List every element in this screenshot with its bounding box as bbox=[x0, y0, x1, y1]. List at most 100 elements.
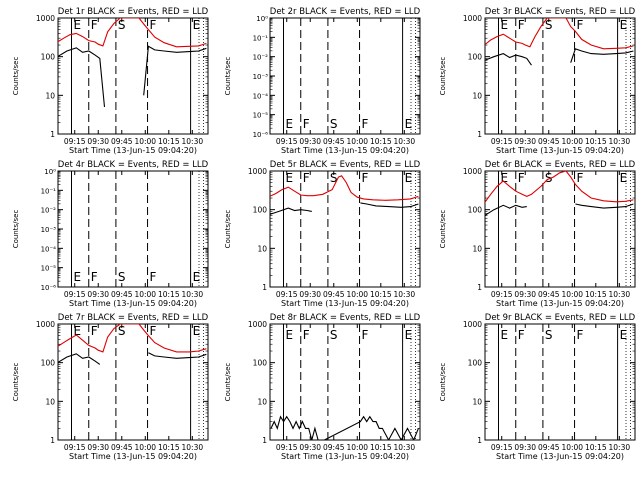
y-axis-label: Counts/sec bbox=[12, 363, 20, 402]
x-tick-label: 09:45 bbox=[111, 137, 133, 146]
y-axis-label: Counts/sec bbox=[439, 363, 447, 402]
segment-marker-label: E bbox=[193, 18, 201, 32]
x-tick-label: 09:15 bbox=[64, 290, 86, 299]
x-tick-label: 10:15 bbox=[370, 137, 392, 146]
y-tick-label: 10 bbox=[472, 397, 482, 406]
x-tick-label: 10:15 bbox=[370, 443, 392, 452]
panel-title: Det 8r BLACK = Events, RED = LLD bbox=[270, 313, 421, 323]
series-line-events bbox=[270, 202, 419, 215]
series-line-events bbox=[58, 352, 207, 365]
plot-frame bbox=[269, 170, 421, 288]
x-tick-label: 10:15 bbox=[158, 443, 180, 452]
panel-title: Det 3r BLACK = Events, RED = LLD bbox=[485, 7, 636, 17]
x-axis-label: Start Time (13-Jun-15 09:04:20) bbox=[69, 146, 197, 155]
x-tick-label: 09:30 bbox=[514, 443, 536, 452]
panel-title: Det 6r BLACK = Events, RED = LLD bbox=[485, 160, 636, 170]
y-tick-label: 10⁻³ bbox=[253, 73, 269, 81]
panel-title: Det 1r BLACK = Events, RED = LLD bbox=[58, 7, 209, 17]
x-tick-label: 10:15 bbox=[158, 137, 180, 146]
segment-marker-label: E bbox=[405, 171, 413, 185]
x-tick-label: 09:30 bbox=[299, 443, 321, 452]
y-tick-label: 100 bbox=[41, 53, 56, 62]
series-line-lld bbox=[485, 171, 634, 204]
y-tick-label: 10⁻⁶ bbox=[41, 284, 57, 292]
x-tick-label: 09:15 bbox=[491, 137, 513, 146]
panel-det-6: Det 6r BLACK = Events, RED = LLD 1 10 100 10… bbox=[439, 160, 636, 308]
x-tick-label: 09:45 bbox=[538, 443, 560, 452]
segment-marker-label: F bbox=[362, 171, 369, 185]
y-tick-label: 1000 bbox=[463, 320, 482, 329]
y-tick-label: 100 bbox=[468, 53, 483, 62]
y-tick-label: 1000 bbox=[463, 14, 482, 23]
x-tick-label: 10:15 bbox=[158, 290, 180, 299]
x-tick-label: 09:15 bbox=[491, 443, 513, 452]
segment-marker-label: S bbox=[545, 171, 553, 185]
y-axis-label: Counts/sec bbox=[224, 57, 232, 96]
panel-det-8: Det 8r BLACK = Events, RED = LLD 1 10 100 10… bbox=[224, 313, 421, 461]
y-tick-label: 100 bbox=[468, 359, 483, 368]
y-tick-label: 10 bbox=[45, 91, 55, 100]
y-tick-label: 10⁻³ bbox=[41, 226, 57, 234]
panel-det-2: Det 2r BLACK = Events, RED = LLD 10⁻⁶ 10⁻⁵… bbox=[224, 7, 421, 155]
series-line-lld bbox=[58, 324, 207, 353]
x-tick-label: 10:00 bbox=[134, 290, 156, 299]
y-axis-label: Counts/sec bbox=[439, 57, 447, 96]
panel-det-5: Det 5r BLACK = Events, RED = LLD 1 10 100 10… bbox=[224, 160, 421, 308]
segment-marker-label: F bbox=[577, 171, 584, 185]
panel-det-7: Det 7r BLACK = Events, RED = LLD 1 10 100 10… bbox=[12, 313, 209, 461]
segment-marker-label: S bbox=[330, 117, 338, 131]
segment-marker-label: F bbox=[577, 18, 584, 32]
x-tick-label: 10:30 bbox=[609, 137, 631, 146]
y-tick-label: 10⁻⁶ bbox=[253, 131, 269, 139]
x-tick-label: 09:45 bbox=[323, 137, 345, 146]
segment-marker-label: E bbox=[405, 117, 413, 131]
y-tick-label: 10⁻⁴ bbox=[253, 92, 269, 100]
segment-marker-label: F bbox=[150, 324, 157, 338]
plot-frame bbox=[484, 323, 636, 441]
y-tick-label: 10 bbox=[257, 244, 267, 253]
segment-marker-label: E bbox=[405, 328, 413, 342]
x-tick-label: 09:15 bbox=[491, 290, 513, 299]
series-line-lld bbox=[270, 175, 419, 201]
x-tick-label: 09:15 bbox=[64, 137, 86, 146]
y-tick-label: 100 bbox=[41, 359, 56, 368]
segment-marker-label: E bbox=[286, 171, 294, 185]
x-tick-label: 09:30 bbox=[87, 137, 109, 146]
segment-marker-label: F bbox=[518, 328, 525, 342]
y-axis-label: Counts/sec bbox=[224, 210, 232, 249]
y-tick-label: 1 bbox=[262, 283, 267, 292]
series-line-lld bbox=[485, 18, 634, 50]
segment-marker-label: S bbox=[118, 270, 126, 284]
segment-marker-label: F bbox=[303, 328, 310, 342]
y-tick-label: 1 bbox=[477, 130, 482, 139]
y-tick-label: 1000 bbox=[248, 167, 267, 176]
x-tick-label: 10:30 bbox=[394, 443, 416, 452]
panel-det-1: Det 1r BLACK = Events, RED = LLD 1 10 100 10… bbox=[12, 7, 209, 155]
segment-marker-label: F bbox=[303, 171, 310, 185]
panel-title: Det 4r BLACK = Events, RED = LLD bbox=[58, 160, 209, 170]
y-tick-label: 1 bbox=[262, 436, 267, 445]
segment-marker-label: E bbox=[193, 324, 201, 338]
series-line-events bbox=[270, 415, 419, 440]
y-axis-label: Counts/sec bbox=[224, 363, 232, 402]
segment-marker-label: F bbox=[362, 328, 369, 342]
y-tick-label: 10 bbox=[45, 397, 55, 406]
x-tick-label: 10:00 bbox=[134, 137, 156, 146]
x-tick-label: 09:30 bbox=[299, 137, 321, 146]
x-tick-label: 10:30 bbox=[394, 290, 416, 299]
x-tick-label: 10:15 bbox=[585, 137, 607, 146]
y-axis-label: Counts/sec bbox=[439, 210, 447, 249]
series-group bbox=[270, 415, 419, 440]
x-tick-label: 09:45 bbox=[538, 290, 560, 299]
y-tick-label: 10⁰ bbox=[256, 15, 268, 23]
panel-title: Det 2r BLACK = Events, RED = LLD bbox=[270, 7, 421, 17]
x-tick-label: 10:15 bbox=[585, 443, 607, 452]
y-tick-label: 1000 bbox=[36, 320, 55, 329]
y-tick-label: 100 bbox=[253, 359, 268, 368]
series-group bbox=[58, 324, 207, 365]
x-tick-label: 09:15 bbox=[64, 443, 86, 452]
x-tick-label: 09:30 bbox=[87, 443, 109, 452]
x-tick-label: 10:30 bbox=[182, 443, 204, 452]
series-line-events bbox=[485, 48, 634, 66]
x-tick-label: 10:30 bbox=[609, 443, 631, 452]
